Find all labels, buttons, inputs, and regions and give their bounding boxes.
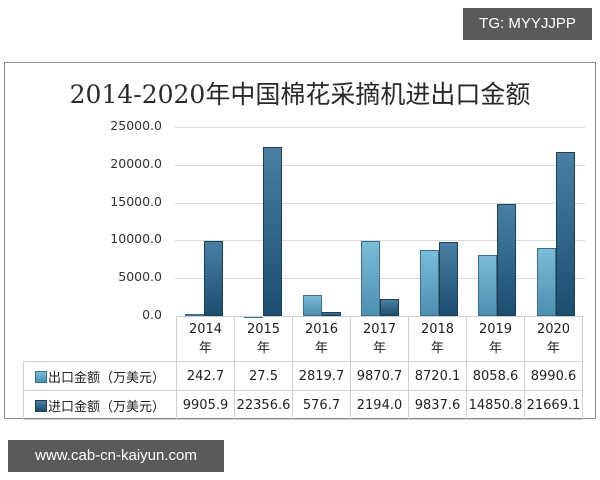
year-cell: 2017 年 (350, 316, 409, 362)
value-cell: 27.5 (234, 361, 293, 391)
table-row-import: 进口金额（万美元） 9905.9 22356.6 576.7 2194.0 98… (23, 390, 583, 420)
y-tick-label: 10000.0 (110, 231, 162, 246)
y-tick-label: 20000.0 (110, 156, 162, 171)
gridline (175, 240, 585, 241)
bar-import (497, 204, 516, 316)
value-cell: 9837.6 (408, 390, 467, 420)
value-cell: 9870.7 (350, 361, 409, 391)
bar-import (204, 241, 223, 316)
y-tick-label: 5000.0 (118, 269, 162, 284)
bar-import (380, 299, 399, 316)
table-row-export: 出口金额（万美元） 242.7 27.5 2819.7 9870.7 8720.… (23, 361, 583, 391)
value-cell: 8058.6 (466, 361, 525, 391)
value-cell: 14850.8 (466, 390, 525, 420)
year-cell: 2018 年 (408, 316, 467, 362)
bar-export (303, 295, 322, 316)
value-cell: 2194.0 (350, 390, 409, 420)
y-tick-label: 15000.0 (110, 194, 162, 209)
gridline (175, 203, 585, 204)
bar-export (537, 248, 556, 316)
export-swatch-icon (34, 371, 47, 383)
value-cell: 576.7 (292, 390, 351, 420)
bar-export (420, 250, 439, 316)
year-cell: 2019 年 (466, 316, 525, 362)
bar-export (361, 241, 380, 316)
import-swatch-icon (34, 400, 47, 412)
table-header-row: 2014 年 2015 年 2016 年 2017 年 2018 年 2019 年 2020… (23, 316, 583, 362)
data-table: 2014 年 2015 年 2016 年 2017 年 2018 年 2019 年 2020… (23, 316, 583, 420)
bar-export (478, 255, 497, 316)
value-cell: 242.7 (176, 361, 235, 391)
value-cell: 8720.1 (408, 361, 467, 391)
bar-import (263, 147, 282, 316)
watermark-tg: TG: MYYJJPP (463, 8, 592, 40)
year-cell: 2020 年 (524, 316, 583, 362)
bar-import (322, 312, 341, 316)
value-cell: 8990.6 (524, 361, 583, 391)
value-cell: 2819.7 (292, 361, 351, 391)
table-corner (23, 316, 177, 362)
year-cell: 2014 年 (176, 316, 235, 362)
year-cell: 2015 年 (234, 316, 293, 362)
chart-title: 2014-2020年中国棉花采摘机进出口金额 (69, 80, 531, 109)
value-cell: 22356.6 (234, 390, 293, 420)
legend-import: 进口金额（万美元） (23, 390, 177, 420)
watermark-url: www.cab-cn-kaiyun.com (8, 440, 224, 472)
year-cell: 2016 年 (292, 316, 351, 362)
bar-import (556, 152, 575, 316)
y-tick-label: 25000.0 (110, 118, 162, 133)
value-cell: 9905.9 (176, 390, 235, 420)
bar-import (439, 242, 458, 316)
legend-export: 出口金额（万美元） (23, 361, 177, 391)
gridline (175, 127, 585, 128)
value-cell: 21669.1 (524, 390, 583, 420)
bar-export (185, 314, 204, 316)
gridline (175, 165, 585, 166)
gridline (175, 278, 585, 279)
